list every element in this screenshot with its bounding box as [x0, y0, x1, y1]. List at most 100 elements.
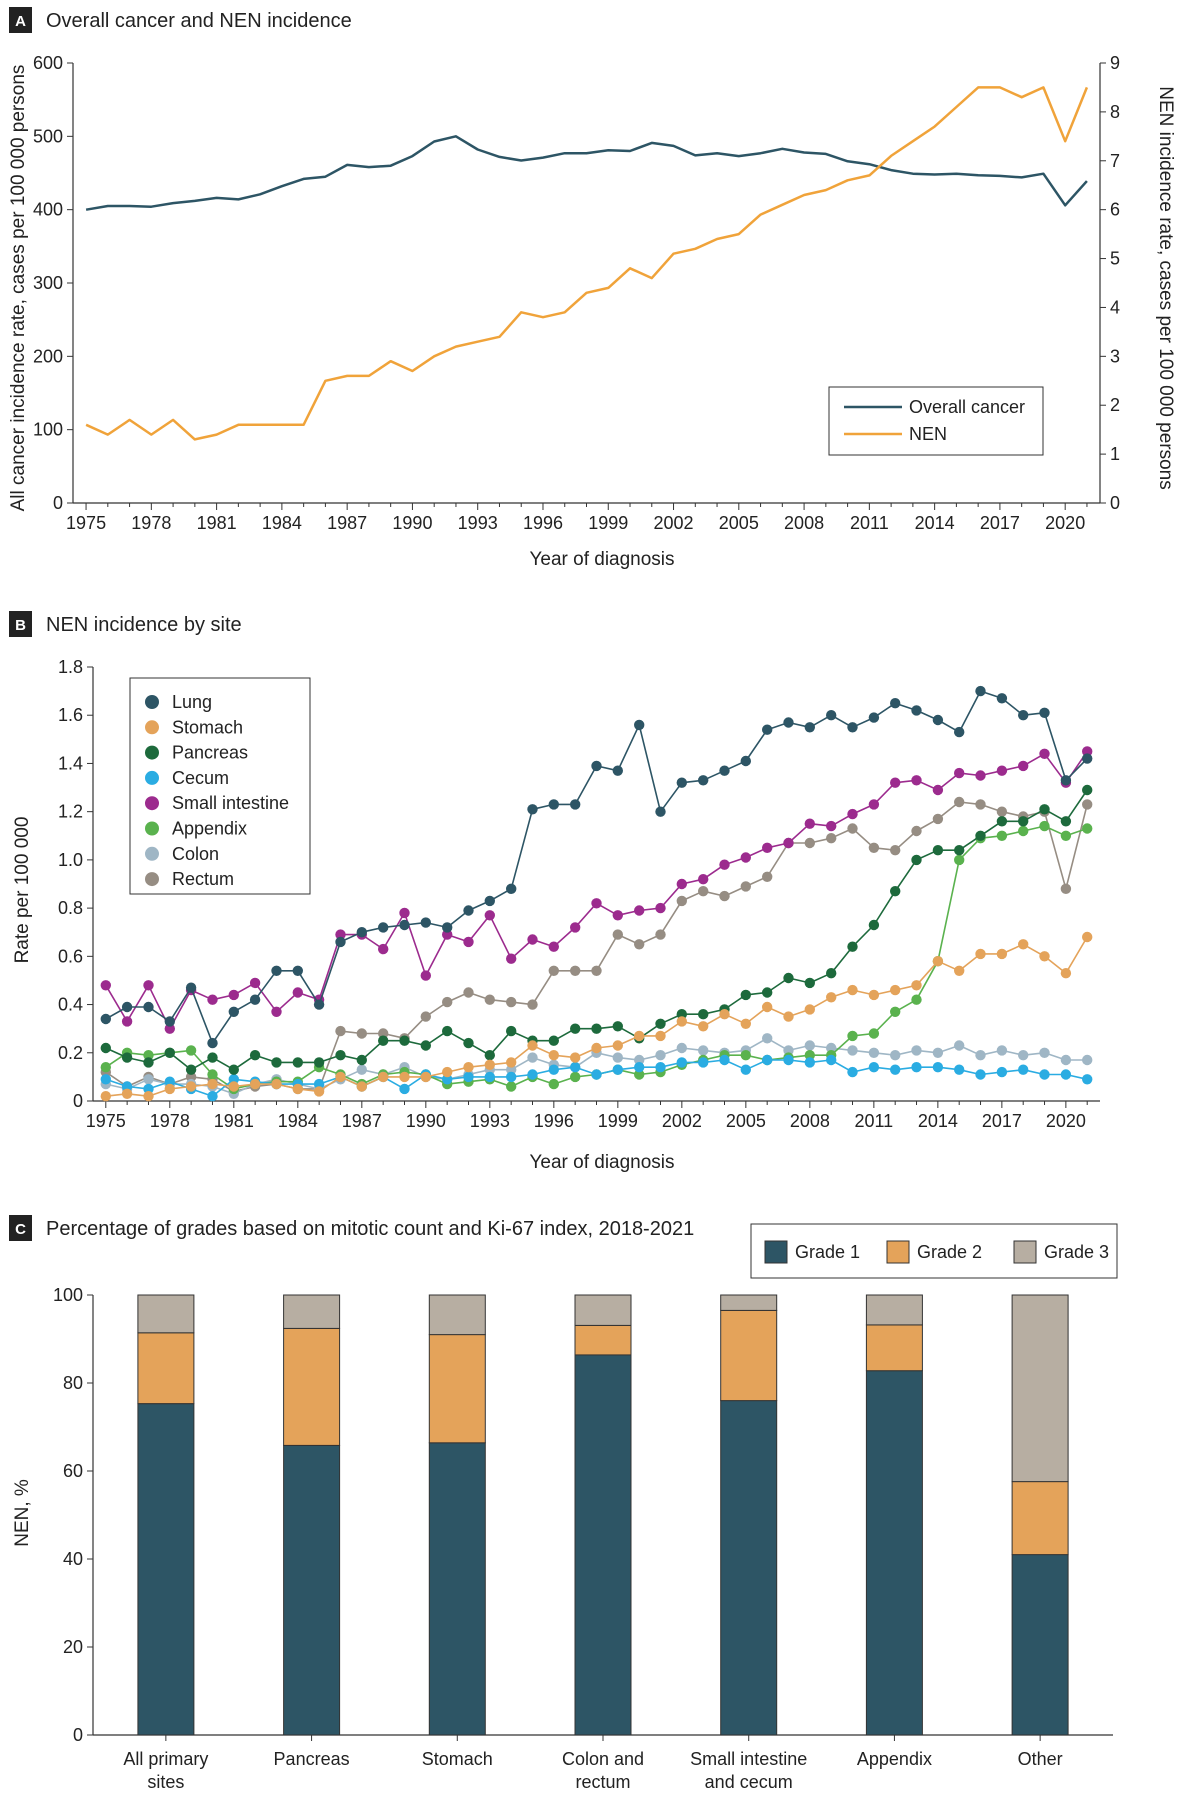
data-point-stomach — [911, 980, 922, 991]
data-point-lung — [335, 936, 346, 948]
data-point-small-intestine — [996, 765, 1008, 776]
panel-a-ytick-left-label: 0 — [53, 493, 63, 513]
data-point-lung — [612, 765, 623, 776]
data-point-lung — [121, 1001, 133, 1013]
data-point-cecum — [228, 1074, 239, 1085]
data-point-cecum — [143, 1083, 154, 1095]
data-point-pancreas — [1018, 816, 1029, 827]
data-point-stomach — [698, 1021, 709, 1032]
panel-c-xtick-label: All primary — [123, 1749, 208, 1769]
panel-a-xtick-label: 1993 — [458, 513, 498, 533]
panel-c-xtick-label: rectum — [575, 1772, 630, 1792]
data-point-appendix — [996, 830, 1008, 841]
panel-b-xtick-label: 2014 — [918, 1111, 958, 1131]
panel-c-title: Percentage of grades based on mitotic co… — [46, 1218, 694, 1240]
data-point-cecum — [313, 1078, 325, 1090]
data-point-pancreas — [570, 1023, 581, 1034]
data-point-small-intestine — [228, 989, 239, 1001]
data-point-cecum — [1082, 1074, 1093, 1085]
data-point-pancreas — [335, 1050, 346, 1061]
panel-c-xtick-label: Stomach — [422, 1749, 493, 1769]
data-point-colon — [676, 1042, 687, 1054]
panel-a-ytick-right-label: 1 — [1110, 444, 1120, 464]
panel-a-ylabel-left: All cancer incidence rate, cases per 100… — [8, 65, 29, 512]
data-point-rectum — [655, 929, 666, 940]
data-point-stomach — [954, 965, 965, 976]
data-point-cecum — [399, 1083, 410, 1095]
panel-b-xtick-label: 1981 — [214, 1111, 254, 1131]
panel-a-xlabel: Year of diagnosis — [529, 549, 674, 570]
data-point-lung — [868, 712, 880, 723]
bar-grade-1-colon-and-rectum — [574, 1354, 632, 1736]
panel-a-xtick-label: 2017 — [980, 513, 1020, 533]
data-point-pancreas — [100, 1042, 112, 1054]
panel-a-ytick-right-label: 0 — [1110, 493, 1120, 513]
panel-c-ytick-label: 80 — [63, 1373, 83, 1393]
data-point-small-intestine — [506, 953, 517, 964]
data-point-cecum — [655, 1062, 666, 1073]
data-point-stomach — [463, 1062, 474, 1073]
data-point-small-intestine — [783, 837, 794, 849]
data-point-cecum — [719, 1054, 730, 1066]
data-point-colon — [1018, 1050, 1029, 1061]
data-point-appendix — [143, 1050, 154, 1061]
data-point-lung — [185, 982, 197, 993]
data-point-rectum — [1082, 799, 1093, 810]
data-point-small-intestine — [676, 878, 687, 890]
data-point-colon — [356, 1064, 367, 1075]
data-point-pancreas — [313, 1057, 325, 1068]
data-point-small-intestine — [207, 994, 218, 1005]
bar-grade-1-pancreas — [283, 1445, 341, 1736]
data-point-colon — [143, 1074, 154, 1085]
data-point-rectum — [804, 837, 815, 849]
data-point-stomach — [868, 989, 880, 1001]
data-point-rectum — [1060, 883, 1072, 894]
panel-a-xtick-label: 2020 — [1045, 513, 1085, 533]
data-point-cecum — [506, 1071, 517, 1083]
data-point-pancreas — [484, 1050, 495, 1061]
panel-a-ytick-left-label: 100 — [33, 420, 63, 440]
data-point-small-intestine — [954, 767, 965, 779]
legend-label-cecum: Cecum — [172, 768, 229, 788]
data-point-small-intestine — [1082, 746, 1093, 757]
data-point-appendix — [634, 1069, 645, 1080]
data-point-pancreas — [1039, 804, 1050, 815]
data-point-rectum — [932, 813, 944, 825]
data-point-cecum — [1039, 1069, 1050, 1080]
data-point-pancreas — [442, 1025, 453, 1037]
data-point-small-intestine — [548, 941, 559, 952]
panel-b-header: B NEN incidence by site — [9, 611, 242, 637]
data-point-stomach — [548, 1050, 559, 1061]
legend-swatch-grade-1 — [764, 1240, 788, 1264]
data-point-pancreas — [804, 977, 815, 989]
data-point-cecum — [121, 1081, 133, 1092]
panel-a-xtick-label: 2008 — [784, 513, 824, 533]
panel-b-xtick-label: 1999 — [598, 1111, 638, 1131]
data-point-small-intestine — [932, 784, 944, 796]
data-point-lung — [655, 806, 666, 817]
data-point-lung — [698, 775, 709, 786]
panel-c-xtick-label: sites — [147, 1772, 184, 1792]
data-point-colon — [655, 1050, 666, 1061]
series-stomach — [100, 931, 1093, 1102]
legend-label-nen: NEN — [909, 424, 947, 444]
data-point-small-intestine — [271, 1006, 282, 1017]
panel-a-xtick-label: 1990 — [392, 513, 432, 533]
data-point-lung — [911, 705, 922, 716]
legend-swatch-appendix — [145, 821, 159, 836]
data-point-pancreas — [143, 1057, 154, 1068]
bar-grade-3-pancreas — [283, 1294, 341, 1329]
series-line-overall-cancer — [85, 135, 1088, 211]
series-small-intestine — [100, 746, 1093, 1034]
data-point-colon — [634, 1054, 645, 1066]
data-point-pancreas — [292, 1057, 303, 1068]
legend-label-overall-cancer: Overall cancer — [909, 397, 1025, 417]
data-point-cecum — [612, 1064, 623, 1075]
data-point-small-intestine — [527, 934, 538, 945]
bar-grade-2-other — [1011, 1481, 1069, 1556]
panel-b-label: B — [15, 617, 26, 634]
data-point-lung — [570, 799, 581, 810]
bar-grade-3-other — [1011, 1294, 1069, 1483]
data-point-small-intestine — [911, 775, 922, 786]
data-point-small-intestine — [740, 852, 751, 863]
